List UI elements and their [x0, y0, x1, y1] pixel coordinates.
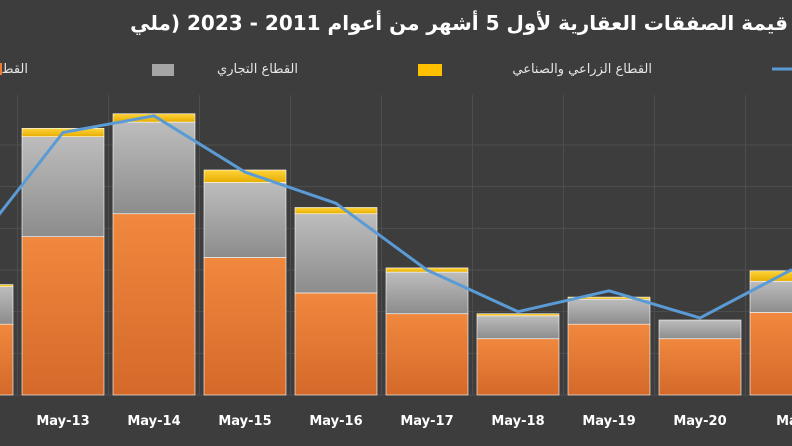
bar-segment-series-0-9: [749, 312, 792, 396]
bar-segment-series-1-4: [294, 213, 378, 294]
bar-segment-series-2-0: [0, 284, 14, 287]
bar-segment-series-1-6: [476, 315, 560, 340]
trend-point-5: [425, 268, 429, 272]
trend-point-3: [243, 170, 247, 174]
x-axis-ticks: 2May-13May-14May-15May-16May-17May-18May…: [36, 414, 792, 429]
trend-point-7: [607, 289, 611, 293]
legend-swatch-series-0: [0, 63, 2, 75]
x-tick-label-2: May-14: [127, 414, 180, 429]
bar-segment-series-1-3: [203, 182, 287, 258]
trend-line-group: [0, 114, 792, 320]
trend-point-2: [152, 114, 156, 118]
x-tick-label-6: May-18: [491, 414, 544, 429]
bar-segment-series-0-2: [112, 213, 196, 396]
bars: [0, 113, 792, 396]
trend-point-8: [698, 316, 702, 320]
bar-segment-series-0-7: [567, 323, 651, 396]
x-tick-label-9: May: [776, 414, 792, 429]
x-tick-label-8: May-20: [673, 414, 726, 429]
bar-segment-series-1-7: [567, 298, 651, 325]
bar-segment-series-0-6: [476, 338, 560, 396]
legend-swatch-series-1: [152, 64, 174, 76]
x-tick-label-5: May-17: [400, 414, 453, 429]
bar-segment-series-0-8: [658, 338, 742, 396]
bar-segment-series-0-1: [21, 236, 105, 396]
trend-point-1: [61, 131, 65, 134]
legend-label-series-1: القطاع التجاري: [217, 62, 298, 77]
bar-segment-series-0-5: [385, 313, 469, 396]
bar-segment-series-0-3: [203, 257, 287, 396]
trend-point-4: [334, 201, 338, 205]
chart-title: قيمة الصفقات العقارية لأول 5 أشهر من أعو…: [130, 9, 788, 36]
trend-point-9: [789, 268, 792, 272]
bar-segment-series-1-1: [21, 136, 105, 237]
legend-swatch-series-2: [418, 64, 442, 76]
bar-segment-series-2-6: [476, 313, 560, 317]
trend-point-6: [516, 310, 520, 314]
legend: القط القطاع التجاري القطاع الزراعي والصن…: [0, 62, 792, 77]
legend-label-series-2: القطاع الزراعي والصناعي: [512, 62, 652, 77]
bar-segment-series-0-4: [294, 292, 378, 396]
x-tick-label-7: May-19: [582, 414, 635, 429]
bar-segment-series-1-0: [0, 286, 14, 325]
bar-segment-series-2-7: [567, 296, 651, 300]
bar-segment-series-2-2: [112, 113, 196, 123]
x-tick-label-4: May-16: [309, 414, 362, 429]
bar-segment-series-1-8: [658, 319, 742, 340]
bar-segment-series-0-0: [0, 323, 14, 396]
trend-line: [0, 114, 792, 320]
bar-segment-series-1-9: [749, 280, 792, 313]
bar-segment-series-1-5: [385, 271, 469, 315]
legend-label-series-0: القط: [2, 62, 29, 77]
bar-segment-series-2-4: [294, 207, 378, 215]
x-tick-label-1: May-13: [36, 414, 89, 429]
x-tick-label-3: May-15: [218, 414, 271, 429]
bar-segment-series-1-2: [112, 121, 196, 215]
